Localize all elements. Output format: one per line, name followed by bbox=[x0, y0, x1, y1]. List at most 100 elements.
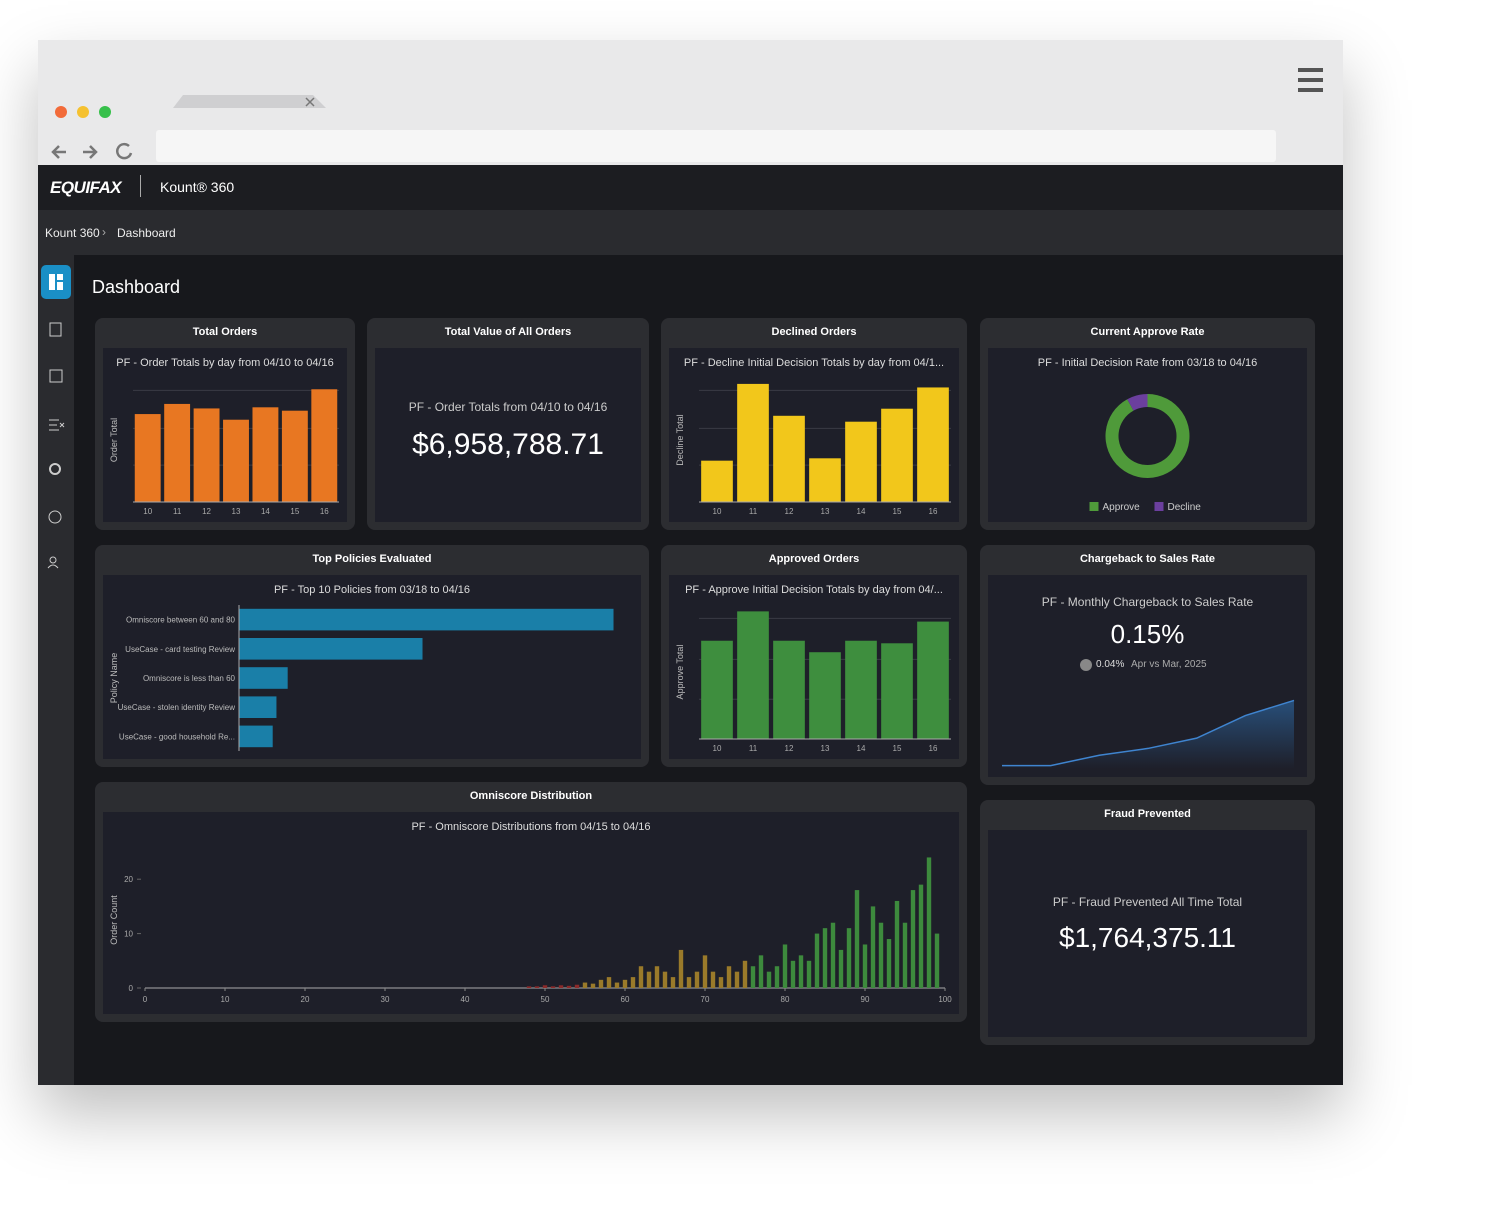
bar bbox=[894, 900, 900, 988]
legend-label: Approve bbox=[1103, 502, 1141, 513]
panel-body: PF - Decline Initial Decision Totals by … bbox=[669, 348, 959, 522]
x-tick-label: 0 bbox=[143, 995, 148, 1004]
bar bbox=[734, 971, 740, 988]
x-tick-label: 13 bbox=[821, 744, 830, 753]
bar bbox=[710, 971, 716, 988]
bar bbox=[918, 884, 924, 988]
y-axis-label: Decline Total bbox=[675, 414, 685, 465]
breadcrumb: Kount 360 › Dashboard bbox=[38, 210, 1343, 255]
bar bbox=[886, 939, 892, 988]
x-tick-label: 60 bbox=[621, 995, 630, 1004]
chart: PF - Omniscore Distributions from 04/15 … bbox=[109, 821, 952, 1004]
tab-close[interactable] bbox=[305, 97, 315, 107]
panel-body: PF - Order Totals by day from 04/10 to 0… bbox=[103, 348, 347, 522]
legend-label: Decline bbox=[1168, 502, 1202, 513]
panel-title: Fraud Prevented bbox=[1104, 808, 1191, 820]
x-tick-label: 12 bbox=[785, 744, 794, 753]
minimize-dot[interactable] bbox=[77, 106, 89, 118]
address-bar[interactable] bbox=[156, 130, 1276, 162]
y-tick-label: 0 bbox=[129, 984, 134, 993]
bar bbox=[774, 966, 780, 988]
nav-reports[interactable] bbox=[49, 463, 61, 475]
x-tick-label: 14 bbox=[857, 507, 866, 516]
bar bbox=[917, 621, 949, 739]
x-tick-label: 12 bbox=[202, 507, 211, 516]
bar bbox=[809, 652, 841, 739]
bar bbox=[311, 389, 338, 502]
bar bbox=[878, 922, 884, 988]
legend-swatch bbox=[1089, 502, 1099, 511]
bar bbox=[782, 944, 788, 988]
bar bbox=[646, 971, 652, 988]
panel-title: Current Approve Rate bbox=[1090, 326, 1205, 338]
y-axis-label: Policy Name bbox=[109, 653, 119, 704]
bar bbox=[881, 643, 913, 739]
chart: PF - Order Totals by day from 04/10 to 0… bbox=[109, 357, 339, 516]
browser-controls bbox=[51, 68, 1323, 162]
sidebar-icons bbox=[41, 265, 71, 569]
nav-users[interactable] bbox=[48, 510, 62, 524]
y-axis-label: Order Count bbox=[109, 895, 119, 945]
icon bbox=[49, 274, 63, 290]
bar bbox=[701, 460, 733, 502]
bar bbox=[845, 640, 877, 739]
x-tick-label: 11 bbox=[749, 744, 758, 753]
bar bbox=[542, 985, 548, 988]
panel-title: Declined Orders bbox=[771, 326, 857, 338]
bar bbox=[590, 983, 596, 988]
divider bbox=[140, 175, 141, 197]
sidebar bbox=[38, 255, 74, 1085]
nav-settings[interactable] bbox=[49, 556, 57, 564]
close-dot[interactable] bbox=[55, 106, 67, 118]
nav-orders[interactable] bbox=[49, 322, 62, 337]
bar bbox=[718, 977, 724, 988]
panel-title: Omniscore Distribution bbox=[469, 790, 593, 802]
forward-button[interactable] bbox=[83, 145, 98, 159]
chart-title: PF - Approve Initial Decision Totals by … bbox=[685, 584, 943, 596]
bar bbox=[694, 971, 700, 988]
kpi-value: $1,764,375.11 bbox=[1059, 922, 1236, 953]
kpi-subtitle: PF - Fraud Prevented All Time Total bbox=[1052, 895, 1243, 909]
nav-rules[interactable] bbox=[49, 419, 65, 431]
chart-title: PF - Omniscore Distributions from 04/15 … bbox=[411, 821, 650, 833]
bar bbox=[550, 986, 556, 988]
nav-review[interactable] bbox=[49, 369, 63, 383]
x-tick-label: 11 bbox=[173, 507, 182, 516]
bar bbox=[566, 985, 572, 988]
x-tick-label: 13 bbox=[821, 507, 830, 516]
maximize-dot[interactable] bbox=[99, 106, 111, 118]
bar bbox=[239, 696, 277, 719]
bar bbox=[862, 944, 868, 988]
x-tick-label: 16 bbox=[929, 744, 938, 753]
bar bbox=[838, 949, 844, 988]
panel-body: PF - Fraud Prevented All Time Total $1,7… bbox=[988, 830, 1307, 1037]
bar bbox=[662, 971, 668, 988]
x-tick-label: 14 bbox=[261, 507, 270, 516]
x-tick-label: 11 bbox=[749, 507, 758, 516]
panel-body: PF - Top 10 Policies from 03/18 to 04/16… bbox=[103, 575, 641, 759]
panel: Top Policies Evaluated PF - Top 10 Polic… bbox=[95, 545, 649, 767]
panel-title: Chargeback to Sales Rate bbox=[1079, 553, 1216, 565]
reload-button[interactable] bbox=[116, 142, 133, 160]
panel-body: PF - Omniscore Distributions from 04/15 … bbox=[103, 812, 959, 1014]
menu-button[interactable] bbox=[1298, 68, 1323, 92]
y-axis-label: Approve Total bbox=[675, 645, 685, 700]
y-tick-label: 20 bbox=[124, 875, 133, 884]
bar bbox=[239, 637, 423, 660]
panel-body: PF - Initial Decision Rate from 03/18 to… bbox=[988, 348, 1307, 522]
line bbox=[1002, 699, 1295, 767]
back-button[interactable] bbox=[51, 145, 66, 159]
bar bbox=[742, 960, 748, 988]
nav-dashboard[interactable] bbox=[41, 265, 71, 299]
panel: Declined Orders PF - Decline Initial Dec… bbox=[661, 318, 967, 530]
tab[interactable] bbox=[173, 95, 326, 108]
breadcrumb-item[interactable]: Kount 360 bbox=[45, 226, 100, 240]
bar bbox=[164, 403, 191, 502]
bar bbox=[758, 955, 764, 988]
kpi-value: 0.15% bbox=[1110, 619, 1185, 649]
y-tick-label: UseCase - stolen identity Review bbox=[118, 703, 236, 712]
bar bbox=[134, 414, 161, 502]
x-tick-label: 16 bbox=[320, 507, 329, 516]
panel: Total Orders PF - Order Totals by day fr… bbox=[95, 318, 355, 530]
